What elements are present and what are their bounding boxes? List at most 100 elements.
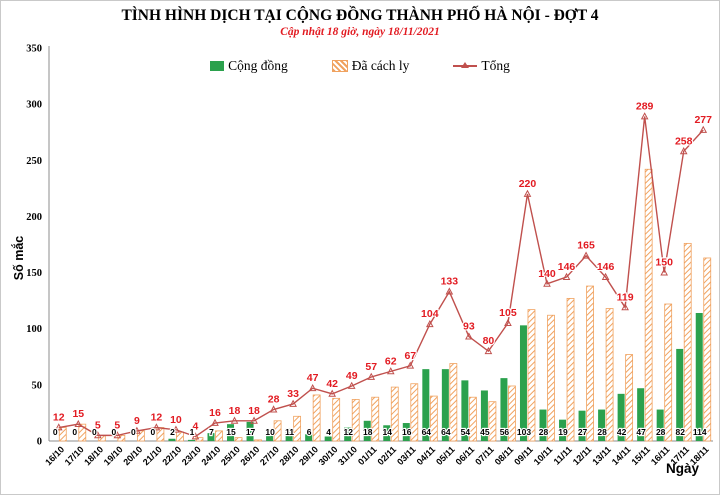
x-tick-label: 25/10 xyxy=(219,444,242,467)
line-marker-icon xyxy=(699,125,708,133)
x-tick-label: 30/10 xyxy=(317,444,340,467)
bar-da-cach-ly xyxy=(410,383,419,442)
y-axis-title: Số mắc xyxy=(12,235,26,281)
legend-label-da-cach-ly: Đã cách ly xyxy=(351,58,410,73)
x-tick-label: 12/11 xyxy=(571,444,594,467)
cong-dong-data-label: 56 xyxy=(500,427,510,437)
total-data-label: 5 xyxy=(114,419,120,431)
line-marker-icon xyxy=(562,272,571,280)
cong-dong-data-label: 54 xyxy=(461,427,471,437)
cong-dong-data-label: 0 xyxy=(72,427,77,437)
y-tick-label: 350 xyxy=(26,44,42,55)
bar-cong-dong xyxy=(187,439,195,441)
x-tick-label: 27/10 xyxy=(258,444,281,467)
total-data-label: 12 xyxy=(151,412,163,424)
x-tick-label: 15/11 xyxy=(629,444,652,467)
bar-da-cach-ly xyxy=(293,415,302,442)
cong-dong-data-label: 6 xyxy=(307,427,312,437)
bar-cong-dong xyxy=(598,409,606,441)
bar-da-cach-ly xyxy=(176,431,184,442)
bar-cong-dong xyxy=(344,427,352,441)
line-marker-icon xyxy=(504,318,512,326)
bar-da-cach-ly xyxy=(429,395,438,442)
bar-cong-dong xyxy=(695,312,703,441)
bar-cong-dong xyxy=(559,419,567,441)
total-data-label: 80 xyxy=(483,335,495,347)
cong-dong-data-label: 64 xyxy=(441,427,451,437)
hatched-bar-swatch-icon xyxy=(331,60,348,72)
x-tick-label: 16/10 xyxy=(43,444,66,467)
cong-dong-data-label: 2 xyxy=(170,427,175,437)
line-marker-icon xyxy=(425,319,434,328)
cong-dong-data-label: 1 xyxy=(190,427,195,437)
page-title: TÌNH HÌNH DỊCH TẠI CỘNG ĐỒNG THÀNH PHỐ H… xyxy=(121,7,599,24)
y-tick-label: 250 xyxy=(26,156,42,167)
total-data-label: 15 xyxy=(72,408,84,420)
total-data-label: 67 xyxy=(404,350,416,362)
y-tick-label: 300 xyxy=(26,100,42,111)
bar-cong-dong xyxy=(207,433,215,441)
x-tick-label: 06/11 xyxy=(454,444,477,467)
total-data-label: 5 xyxy=(95,419,101,431)
total-data-label: 289 xyxy=(636,100,654,112)
line-marker-icon xyxy=(308,383,317,392)
line-marker-icon xyxy=(269,405,278,413)
bar-da-cach-ly xyxy=(312,394,321,442)
bar-cong-dong xyxy=(305,434,313,441)
line-marker-icon xyxy=(211,418,219,426)
total-data-label: 12 xyxy=(53,412,65,424)
total-data-label: 146 xyxy=(558,261,576,273)
x-tick-label: 07/11 xyxy=(473,444,496,467)
total-data-label: 10 xyxy=(170,414,182,426)
x-tick-label: 13/11 xyxy=(590,444,613,467)
cong-dong-data-label: 12 xyxy=(343,427,353,437)
line-marker-icon xyxy=(152,423,161,431)
cong-dong-data-label: 0 xyxy=(131,427,136,437)
bar-cong-dong xyxy=(422,369,430,441)
line-marker-icon xyxy=(250,416,258,424)
line-marker-icon xyxy=(621,303,629,311)
bar-da-cach-ly xyxy=(371,396,380,442)
line-marker-icon xyxy=(406,361,415,369)
bar-cong-dong xyxy=(676,348,684,441)
line-marker-swatch-icon xyxy=(453,62,478,68)
line-marker-icon xyxy=(386,367,395,375)
cong-dong-data-label: 28 xyxy=(597,427,607,437)
total-data-label: 62 xyxy=(385,355,397,367)
total-data-label: 47 xyxy=(307,372,319,384)
line-marker-icon xyxy=(582,251,590,259)
bar-da-cach-ly xyxy=(625,354,634,442)
cong-dong-data-label: 0 xyxy=(92,427,97,437)
cong-dong-data-label: 16 xyxy=(402,427,412,437)
bar-cong-dong xyxy=(266,429,274,441)
x-tick-label: 08/11 xyxy=(493,444,516,467)
legend-item-tong: Tổng xyxy=(453,58,510,74)
legend-item-cong-dong: Cộng đồng xyxy=(210,58,288,74)
x-tick-label: 09/11 xyxy=(512,444,535,467)
line-marker-icon xyxy=(113,431,122,439)
x-tick-label: 03/11 xyxy=(395,444,418,467)
x-axis-title: Ngày xyxy=(665,461,699,476)
cong-dong-data-label: 103 xyxy=(517,427,531,437)
bar-cong-dong xyxy=(402,423,410,441)
green-bar-swatch-icon xyxy=(210,61,225,71)
bar-da-cach-ly xyxy=(508,385,516,442)
bar-da-cach-ly xyxy=(136,430,145,442)
line-marker-icon xyxy=(484,346,493,355)
cong-dong-data-label: 27 xyxy=(578,427,588,437)
line-marker-icon xyxy=(54,423,63,431)
x-tick-label: 26/10 xyxy=(238,444,261,467)
cong-dong-data-label: 19 xyxy=(558,427,568,437)
cong-dong-data-label: 28 xyxy=(656,427,666,437)
cong-dong-data-label: 47 xyxy=(636,427,646,437)
cong-dong-data-label: 18 xyxy=(363,427,373,437)
total-data-label: 133 xyxy=(441,276,459,288)
x-tick-label: 11/11 xyxy=(552,444,574,466)
line-marker-icon xyxy=(172,425,180,433)
bar-da-cach-ly xyxy=(664,303,673,442)
total-data-label: 258 xyxy=(675,135,693,147)
total-data-label: 42 xyxy=(326,378,338,390)
x-tick-label: 04/11 xyxy=(415,444,438,467)
bar-da-cach-ly xyxy=(390,386,399,442)
line-marker-icon xyxy=(679,147,688,155)
